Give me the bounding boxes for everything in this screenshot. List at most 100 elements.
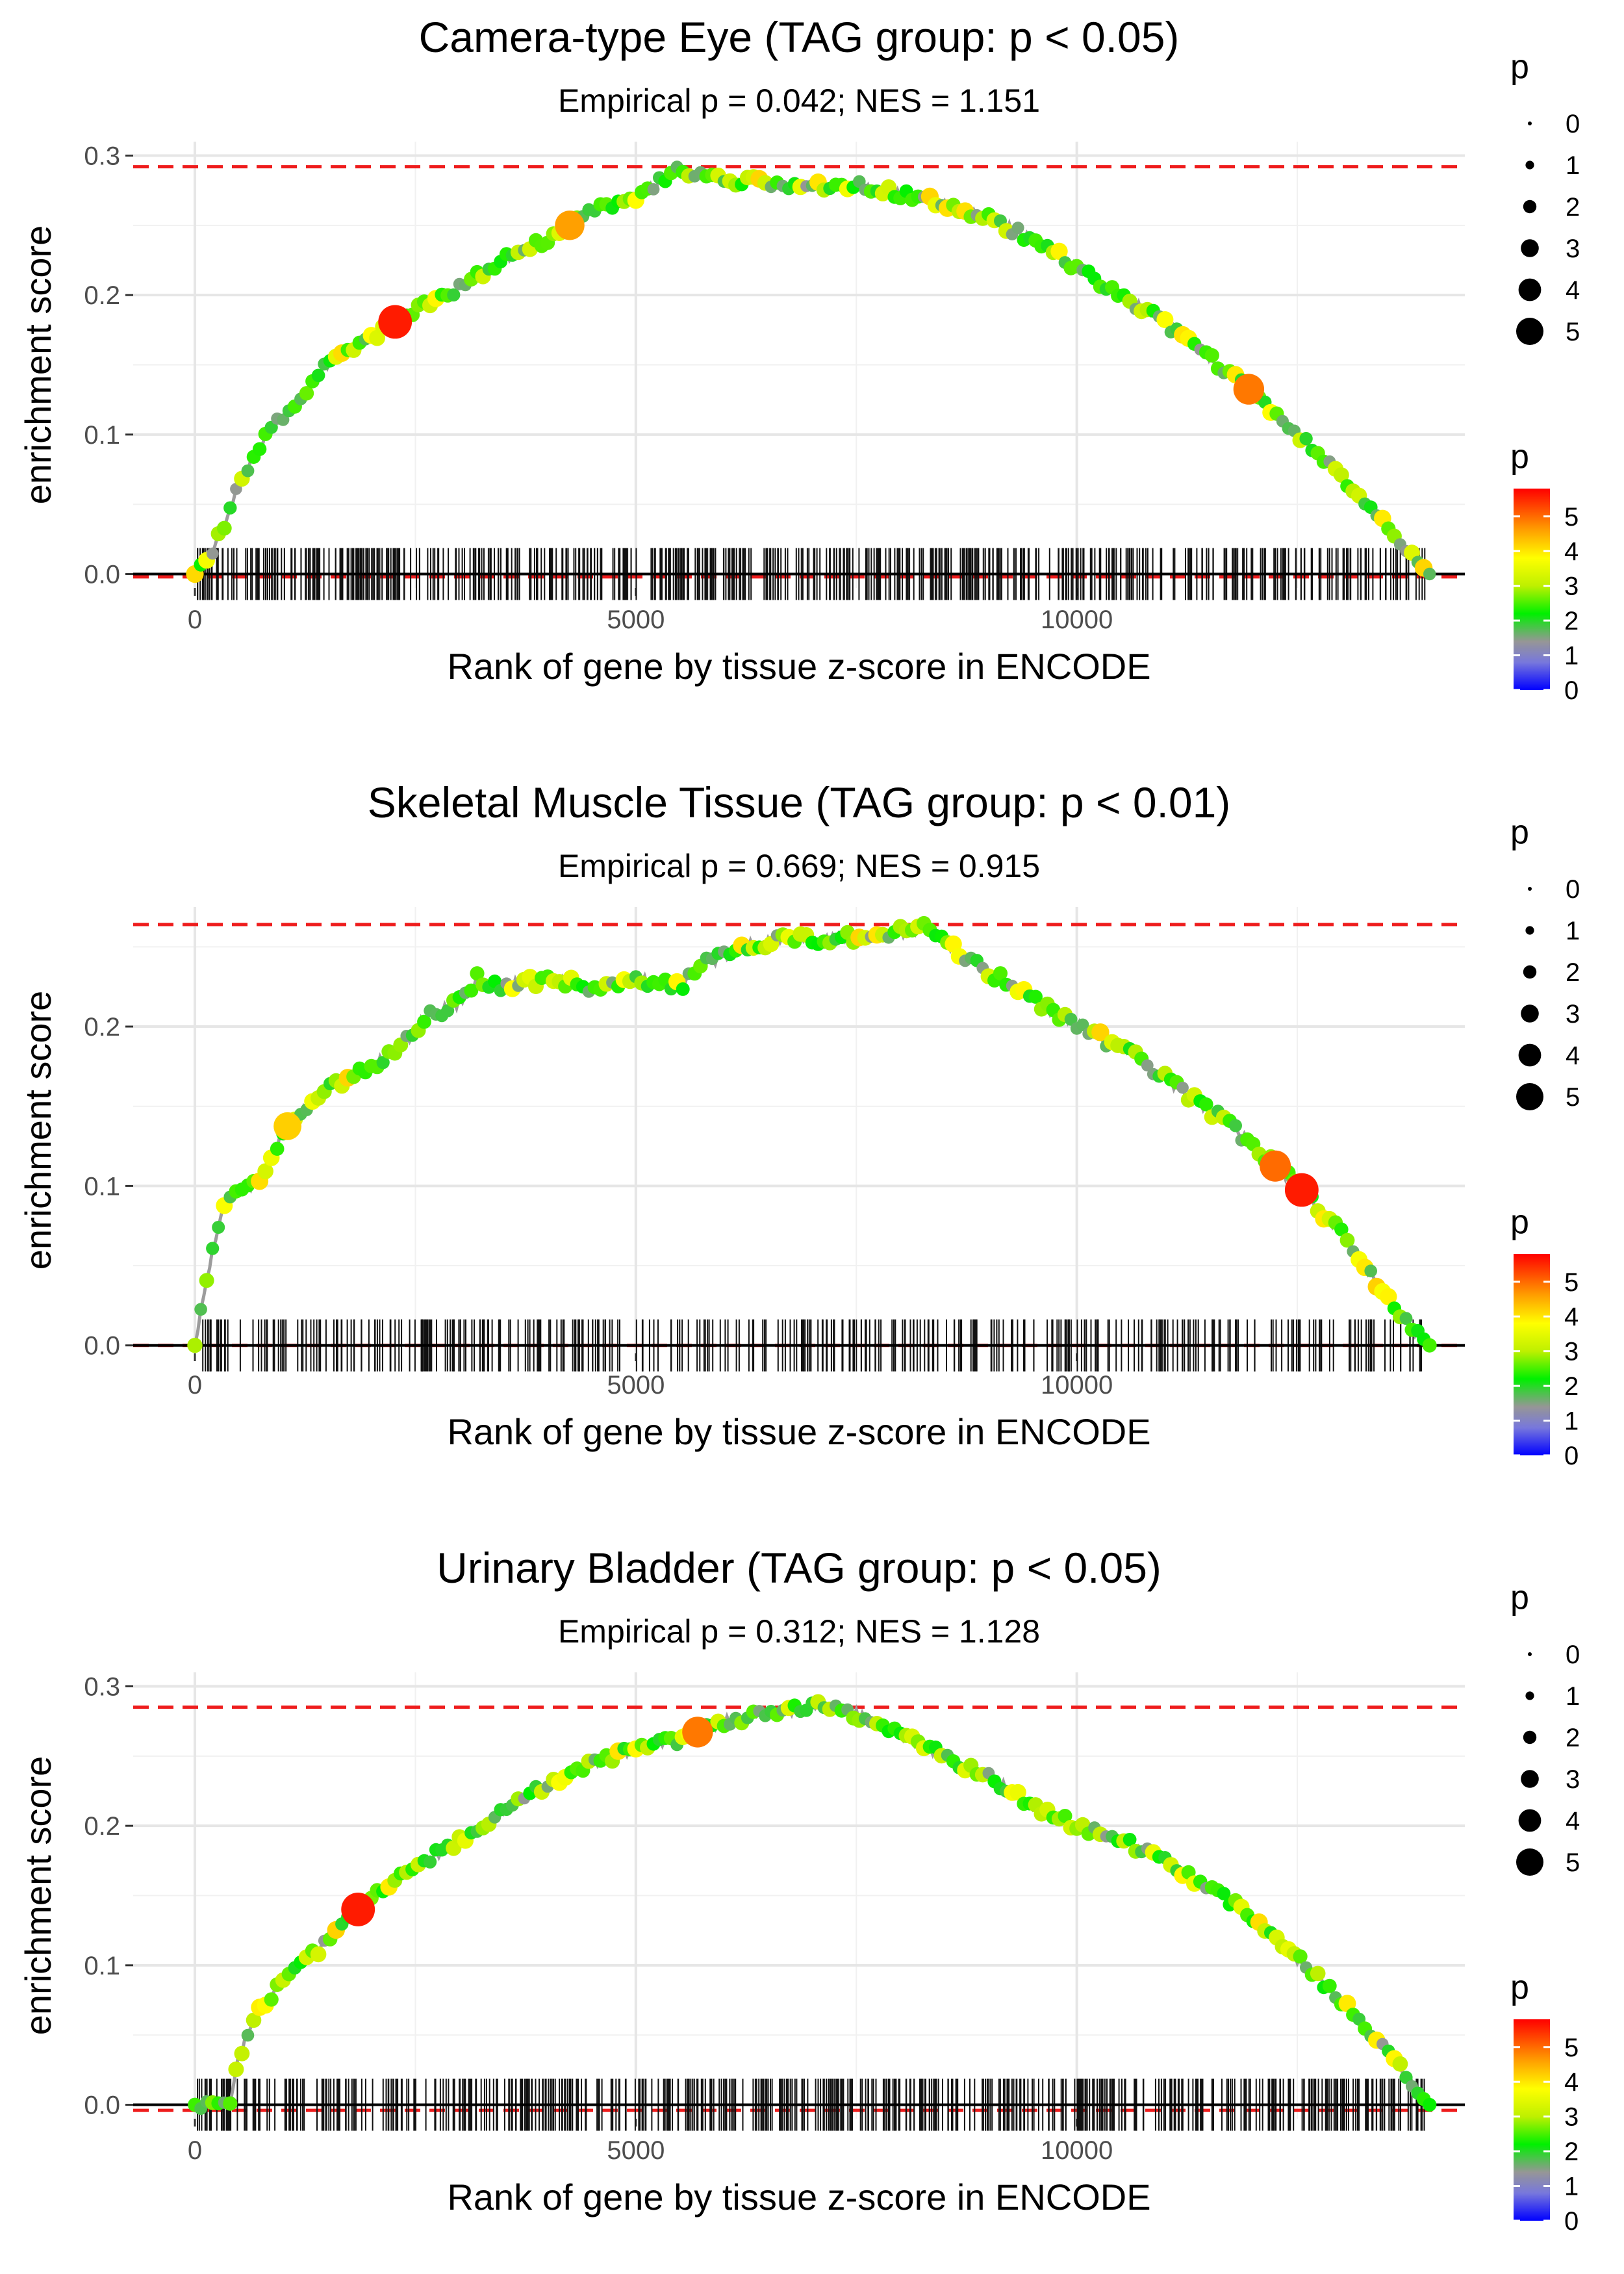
es-point — [1064, 1012, 1078, 1026]
y-tick-label: 0.1 — [84, 421, 120, 450]
es-point — [1380, 1288, 1397, 1306]
size-legend-label: 5 — [1566, 1848, 1580, 1877]
es-point-highlight — [1260, 1150, 1291, 1182]
es-point — [1339, 1233, 1355, 1248]
es-point — [424, 1855, 437, 1869]
colorbar-label: 3 — [1564, 1338, 1579, 1366]
es-point — [311, 368, 325, 383]
size-legend-label: 2 — [1566, 193, 1580, 222]
es-point — [199, 1273, 214, 1288]
size-legend-dot — [1521, 1770, 1539, 1788]
es-point — [993, 966, 1008, 981]
x-axis-label: Rank of gene by tissue z-score in ENCODE — [447, 2177, 1150, 2217]
panel-3: Urinary Bladder (TAG group: p < 0.05) Emp… — [18, 1544, 1580, 2236]
es-point — [1399, 1312, 1413, 1325]
colorbar-label: 3 — [1564, 572, 1579, 601]
es-point — [1392, 2056, 1408, 2072]
y-tick-label: 0.2 — [84, 281, 120, 310]
size-legend-dot — [1523, 199, 1537, 214]
es-point — [1423, 2097, 1437, 2112]
colorbar-label: 4 — [1564, 537, 1579, 566]
size-legend-dot — [1516, 1083, 1543, 1110]
x-tick-label: 5000 — [607, 1371, 665, 1399]
es-point — [676, 982, 690, 996]
colorbar — [1514, 1254, 1550, 1455]
es-point — [1299, 431, 1313, 446]
x-tick-label: 0 — [188, 1371, 202, 1399]
colorbar-label: 4 — [1564, 1303, 1579, 1331]
es-point — [1334, 1222, 1349, 1236]
size-legend-dot — [1525, 160, 1534, 170]
size-legend-label: 4 — [1566, 1807, 1580, 1835]
size-legend-label: 0 — [1566, 1641, 1580, 1669]
es-point — [1422, 1338, 1437, 1353]
size-legend-label: 3 — [1566, 1000, 1580, 1028]
es-point-highlight — [273, 1112, 302, 1140]
es-point — [1176, 1081, 1189, 1094]
es-point — [1011, 222, 1024, 235]
size-legend-dot — [1518, 278, 1542, 301]
size-legend-dot — [1525, 926, 1534, 935]
es-point — [241, 2028, 255, 2042]
es-point — [470, 966, 485, 981]
es-points — [186, 160, 1436, 583]
es-point — [1009, 1783, 1026, 1801]
es-point — [241, 464, 255, 478]
es-point — [228, 2062, 244, 2077]
es-point — [206, 1242, 220, 1255]
colorbar-label: 2 — [1564, 607, 1579, 635]
es-point-highlight — [378, 305, 412, 339]
y-tick-label: 0.3 — [84, 142, 120, 170]
x-axis-label: Rank of gene by tissue z-score in ENCODE — [447, 646, 1150, 687]
es-point — [1338, 1995, 1356, 2013]
colorbar-label: 1 — [1564, 642, 1579, 671]
x-tick-label: 0 — [188, 606, 202, 634]
es-point — [464, 983, 479, 998]
panel-1: Camera-type Eye (TAG group: p < 0.05) Emp… — [18, 13, 1580, 705]
es-point — [647, 183, 660, 196]
size-legend-title: p — [1510, 48, 1529, 86]
colorbar-label: 0 — [1564, 676, 1579, 705]
x-tick-label: 10000 — [1041, 606, 1113, 634]
size-legend-dot — [1518, 1809, 1542, 1832]
es-point — [234, 2045, 250, 2062]
es-point — [447, 288, 461, 301]
size-legend-label: 3 — [1566, 235, 1580, 263]
size-legend-label: 2 — [1566, 958, 1580, 987]
size-legend-dot — [1528, 1652, 1532, 1656]
es-point — [187, 1338, 203, 1353]
colorbar-label: 0 — [1564, 2207, 1579, 2236]
chart-title: Camera-type Eye (TAG group: p < 0.05) — [419, 13, 1180, 61]
es-point — [1229, 1119, 1242, 1132]
color-legend-title: p — [1510, 1203, 1529, 1241]
es-point — [1399, 2071, 1413, 2084]
es-point-highlight — [1284, 1173, 1319, 1207]
size-legend-label: 4 — [1566, 276, 1580, 305]
size-legend-dot — [1516, 1848, 1543, 1876]
es-point — [252, 442, 267, 456]
es-point — [1123, 1833, 1137, 1846]
y-tick-label: 0.0 — [84, 561, 120, 589]
colorbar-label: 0 — [1564, 1442, 1579, 1470]
chart-subtitle: Empirical p = 0.312; NES = 1.128 — [558, 1613, 1040, 1650]
es-point — [310, 1946, 327, 1963]
chart-title: Urinary Bladder (TAG group: p < 0.05) — [437, 1544, 1161, 1592]
size-legend-dot — [1523, 1730, 1537, 1744]
y-axis-label: enrichment score — [18, 991, 58, 1270]
y-tick-label: 0.1 — [84, 1172, 120, 1201]
es-point — [206, 547, 219, 560]
es-point — [1076, 1018, 1089, 1032]
es-point — [264, 1992, 279, 2007]
size-legend-dot — [1528, 121, 1532, 125]
size-legend-label: 2 — [1566, 1724, 1580, 1752]
es-point — [216, 520, 232, 536]
y-tick-label: 0.2 — [84, 1013, 120, 1041]
size-legend-label: 1 — [1566, 151, 1580, 180]
y-tick-label: 0.0 — [84, 2091, 120, 2120]
x-axis-label: Rank of gene by tissue z-score in ENCODE — [447, 1411, 1150, 1452]
colorbar-label: 4 — [1564, 2068, 1579, 2097]
colorbar-label: 5 — [1564, 2034, 1579, 2062]
size-legend-dot — [1518, 1043, 1542, 1067]
size-legend-dot — [1521, 1004, 1539, 1023]
